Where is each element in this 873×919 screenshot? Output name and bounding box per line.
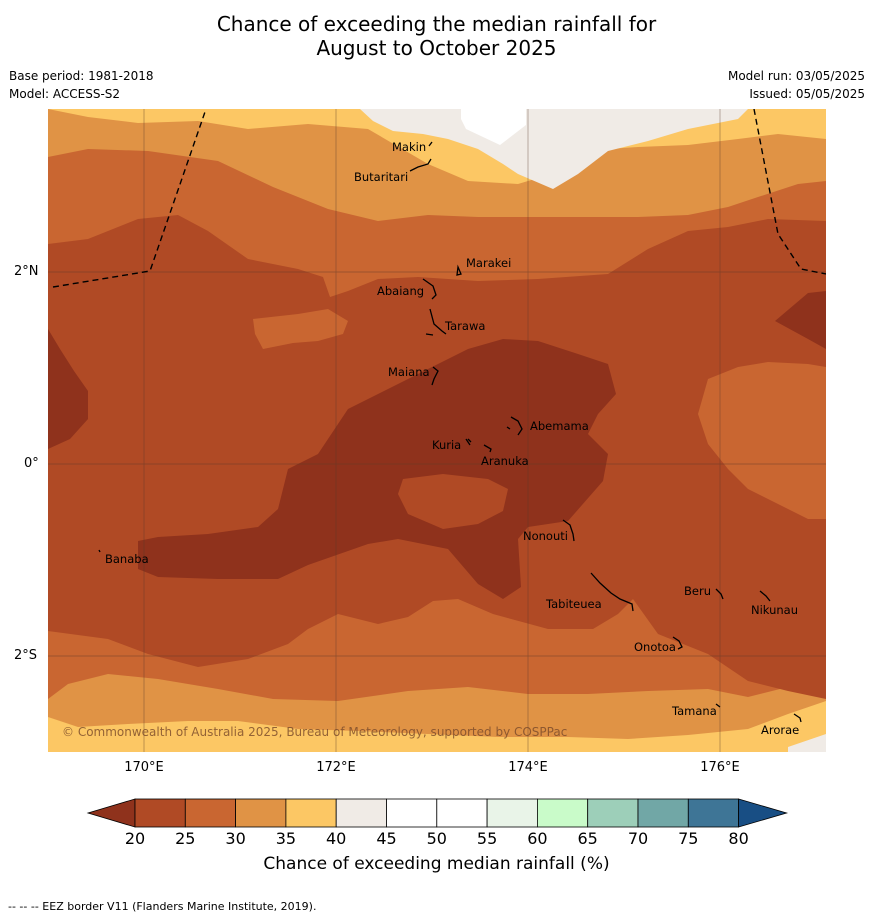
label-marakei: Marakei	[466, 256, 511, 270]
band-20-25-hole	[398, 474, 508, 529]
island-makin	[428, 141, 433, 147]
model-name: Model: ACCESS-S2	[9, 87, 121, 101]
lon-label-176e: 176°E	[700, 760, 740, 775]
colorbar-segment	[486, 798, 538, 828]
band-40-45-bottom	[788, 734, 826, 752]
island-nikunau	[759, 590, 771, 602]
issued-date: Issued: 05/05/2025	[749, 87, 865, 101]
colorbar-segment	[335, 798, 387, 828]
island-abemama	[506, 416, 523, 436]
model-run: Model run: 03/05/2025	[727, 69, 865, 83]
island-arorae	[793, 713, 802, 723]
island-kuria	[465, 438, 472, 446]
label-tabiteuea: Tabiteuea	[545, 597, 602, 611]
island-butaritari	[409, 158, 432, 172]
rainfall-map: Makin Butaritari Marakei Abaiang Tarawa …	[48, 109, 826, 752]
colorbar-segment	[386, 798, 438, 828]
island-aranuka	[483, 444, 492, 453]
island-tamana	[715, 703, 721, 708]
eez-border	[52, 109, 826, 288]
eez-footnote: -- -- -- EEZ border V11 (Flanders Marine…	[8, 900, 317, 913]
colorbar-segment	[536, 798, 589, 828]
lat-label-2s: 2°S	[14, 648, 38, 663]
colorbar-segment	[184, 798, 237, 828]
colorbar-tick-label: 50	[426, 829, 447, 848]
colorbar-tick-label: 45	[376, 829, 397, 848]
colorbar-tick-label: 70	[627, 829, 649, 848]
island-banaba	[98, 549, 101, 553]
lon-label-172e: 172°E	[316, 760, 356, 775]
lat-label-0: 0°	[24, 456, 39, 471]
label-tarawa: Tarawa	[444, 319, 485, 333]
label-onotoa: Onotoa	[634, 640, 676, 654]
band-25-30-patch-a	[253, 309, 348, 349]
colorbar-tick-label: 20	[124, 829, 146, 848]
label-abemama: Abemama	[530, 419, 589, 433]
map-title: Chance of exceeding the median rainfall …	[0, 12, 873, 60]
base-period: Base period: 1981-2018	[9, 69, 154, 83]
graticule	[48, 109, 826, 752]
label-abaiang: Abaiang	[377, 284, 424, 298]
meta-left: Base period: 1981-2018 Model: ACCESS-S2	[9, 67, 154, 103]
band-below-20-central	[138, 339, 616, 599]
colorbar-segment	[134, 798, 186, 828]
colorbar-tick-label: 80	[728, 829, 749, 848]
colorbar-segment	[587, 798, 639, 828]
lon-label-174e: 174°E	[508, 760, 548, 775]
colorbar-title: Chance of exceeding median rainfall (%)	[263, 854, 610, 874]
colorbar-tick-label: 35	[275, 829, 297, 848]
island-marakei	[456, 264, 462, 276]
colorbar-tick-label: 60	[527, 829, 548, 848]
label-arorae: Arorae	[761, 723, 799, 737]
band-below-20-east	[775, 291, 826, 349]
lon-label-170e: 170°E	[124, 760, 164, 775]
colorbar-tick-label: 65	[577, 829, 598, 848]
label-aranuka: Aranuka	[481, 454, 529, 468]
label-banaba: Banaba	[105, 552, 149, 566]
island-abaiang	[422, 278, 437, 300]
lat-label-2n: 2°N	[14, 264, 39, 279]
meta-right: Model run: 03/05/2025 Issued: 05/05/2025	[728, 67, 865, 103]
label-tamana: Tamana	[671, 704, 717, 718]
band-below-20-west	[48, 329, 88, 449]
colorbar-segment	[235, 798, 287, 828]
band-35-40-bottom	[48, 701, 826, 752]
label-kuria: Kuria	[432, 438, 461, 452]
colorbar-tick-label: 25	[175, 829, 196, 848]
colorbar-tick-label: 75	[678, 829, 699, 848]
island-tarawa	[425, 308, 447, 336]
colorbar-segment	[637, 798, 689, 828]
island-outlines	[98, 141, 802, 723]
label-nikunau: Nikunau	[751, 603, 798, 617]
band-45-55-top	[461, 109, 526, 145]
title-line-2: August to October 2025	[316, 36, 557, 60]
label-beru: Beru	[684, 584, 711, 598]
island-nonouti	[562, 519, 575, 542]
colorbar-segment	[285, 798, 337, 828]
label-makin: Makin	[392, 140, 426, 154]
label-butaritari: Butaritari	[354, 170, 408, 184]
colorbar-extend-low	[86, 798, 136, 828]
island-beru	[715, 588, 724, 600]
island-maiana	[431, 366, 439, 386]
colorbar-tick-label: 30	[225, 829, 246, 848]
colorbar-extend-high	[738, 798, 789, 828]
band-25-30-patch-b	[698, 362, 826, 519]
island-onotoa	[672, 636, 683, 650]
title-line-1: Chance of exceeding the median rainfall …	[216, 12, 657, 36]
colorbar-tick-label: 55	[476, 829, 498, 848]
colorbar-tick-label: 40	[326, 829, 347, 848]
island-tabiteuea	[590, 572, 634, 612]
label-maiana: Maiana	[388, 365, 430, 379]
copyright-notice: © Commonwealth of Australia 2025, Bureau…	[62, 725, 567, 739]
colorbar-segment	[687, 798, 739, 828]
colorbar	[86, 798, 789, 828]
colorbar-segment	[436, 798, 488, 828]
label-nonouti: Nonouti	[523, 529, 568, 543]
band-40-45-top	[360, 109, 748, 189]
